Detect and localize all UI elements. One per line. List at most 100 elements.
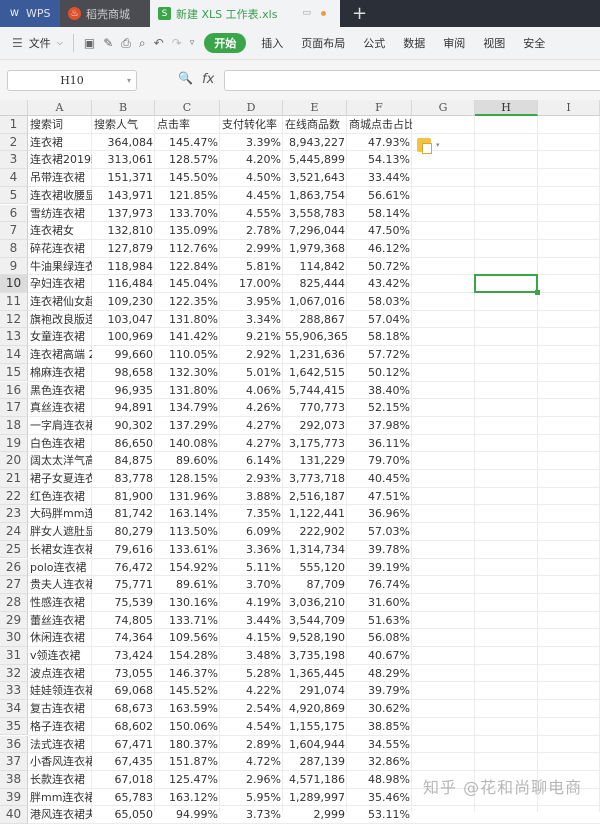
table-cell[interactable]: 141.42% (169, 330, 218, 344)
table-cell[interactable]: 36.96% (368, 507, 410, 521)
table-cell[interactable]: 84,875 (114, 454, 154, 468)
undo-icon[interactable]: ↶ (153, 36, 164, 50)
print-preview-icon[interactable]: ⌕ (138, 35, 146, 50)
row-header[interactable]: 22 (0, 487, 28, 506)
table-cell[interactable]: 68,602 (114, 719, 154, 733)
row-header[interactable]: 13 (0, 328, 28, 347)
table-cell[interactable]: 7.35% (246, 507, 281, 521)
row-header[interactable]: 10 (0, 275, 28, 293)
select-all-corner[interactable] (0, 100, 28, 116)
row-header[interactable]: 15 (0, 363, 28, 382)
table-cell[interactable]: 58.03% (368, 295, 410, 308)
table-cell[interactable]: 56.08% (368, 631, 410, 645)
table-cell[interactable]: 连衣裙2019新 (30, 153, 92, 167)
row-header[interactable]: 14 (0, 346, 28, 364)
row-header[interactable]: 6 (0, 204, 28, 223)
table-cell[interactable]: 1,365,445 (289, 666, 345, 680)
column-title-cell[interactable]: 商城点击占比 (349, 118, 412, 131)
chevron-down-icon[interactable]: ⌵ (56, 38, 63, 47)
table-cell[interactable]: 140.08% (169, 436, 218, 450)
table-cell[interactable]: 大码胖mm连 (30, 507, 92, 521)
table-cell[interactable]: 118,984 (107, 259, 154, 273)
table-cell[interactable]: 3,175,773 (289, 436, 345, 450)
menu-icon[interactable]: ☰ (12, 36, 23, 50)
table-cell[interactable]: 58.18% (368, 330, 410, 344)
table-cell[interactable]: 154.92% (169, 560, 218, 574)
table-cell[interactable]: 288,867 (299, 312, 346, 326)
table-cell[interactable]: 222,902 (299, 525, 346, 539)
table-cell[interactable]: 2.99% (246, 241, 281, 255)
table-cell[interactable]: 110.05% (169, 348, 218, 362)
row-header[interactable]: 3 (0, 151, 28, 170)
table-cell[interactable]: 3.95% (246, 295, 281, 308)
table-cell[interactable]: 65,783 (114, 790, 154, 804)
tab-formulas[interactable]: 公式 (363, 37, 386, 50)
row-header[interactable]: 5 (0, 186, 28, 205)
table-cell[interactable]: 121.85% (169, 188, 218, 202)
table-cell[interactable]: 1,289,997 (289, 790, 345, 804)
row-header[interactable]: 25 (0, 540, 28, 559)
table-cell[interactable]: 57.04% (368, 312, 410, 326)
table-cell[interactable]: 128.57% (169, 153, 218, 167)
table-cell[interactable]: 292,073 (299, 418, 346, 432)
table-cell[interactable]: 154.28% (169, 649, 218, 662)
row-header[interactable]: 34 (0, 700, 28, 718)
table-cell[interactable]: 130.16% (169, 595, 218, 609)
table-cell[interactable]: 40.67% (368, 649, 410, 662)
table-cell[interactable]: 长款连衣裙 (30, 772, 85, 786)
format-painter-icon[interactable]: ✎ (103, 36, 114, 50)
table-cell[interactable]: 79,616 (114, 542, 154, 556)
table-cell[interactable]: 3,036,210 (289, 595, 345, 609)
column-header-a[interactable]: A (28, 100, 92, 116)
table-cell[interactable]: 89.60% (176, 454, 218, 468)
table-cell[interactable]: 137.29% (169, 418, 218, 432)
table-cell[interactable]: 6.09% (246, 525, 281, 539)
tab-security[interactable]: 安全 (523, 37, 546, 50)
table-cell[interactable]: 145.47% (169, 135, 218, 149)
table-cell[interactable]: 孕妇连衣裙 (30, 277, 85, 291)
table-cell[interactable]: 4.50% (246, 171, 281, 185)
table-cell[interactable]: 146.37% (169, 666, 218, 680)
table-cell[interactable]: 48.98% (368, 772, 410, 786)
row-header[interactable]: 26 (0, 558, 28, 577)
table-cell[interactable]: 3.34% (246, 312, 281, 326)
table-cell[interactable]: 4.22% (246, 684, 281, 698)
table-cell[interactable]: 性感连衣裙 (30, 595, 85, 609)
column-title-cell[interactable]: 在线商品数 (285, 118, 340, 131)
row-header[interactable]: 40 (0, 806, 28, 824)
table-cell[interactable]: 连衣裙高端 2 (30, 348, 92, 362)
table-cell[interactable]: 7,296,044 (289, 224, 345, 238)
row-header[interactable]: 37 (0, 753, 28, 771)
row-header[interactable]: 32 (0, 664, 28, 683)
table-cell[interactable]: 4.72% (246, 755, 281, 769)
table-cell[interactable]: 83,778 (114, 472, 154, 485)
table-cell[interactable]: 75,539 (114, 595, 154, 609)
table-cell[interactable]: 131,229 (299, 454, 346, 468)
table-cell[interactable]: 8,943,227 (289, 135, 345, 149)
table-cell[interactable]: 43.42% (368, 277, 410, 291)
table-cell[interactable]: 波点连衣裙 (30, 666, 85, 680)
table-cell[interactable]: 128.15% (169, 472, 218, 485)
row-header[interactable]: 9 (0, 257, 28, 276)
name-box[interactable]: H10 ▾ (7, 70, 137, 91)
table-cell[interactable]: 86,650 (114, 436, 154, 450)
table-cell[interactable]: 137,973 (107, 206, 154, 220)
table-cell[interactable]: 180.37% (169, 737, 218, 751)
table-cell[interactable]: 291,074 (299, 684, 346, 698)
chevron-down-icon[interactable]: ▾ (436, 141, 440, 149)
table-cell[interactable]: 76.74% (368, 578, 410, 592)
table-cell[interactable]: 50.72% (368, 259, 410, 273)
table-cell[interactable]: 9,528,190 (289, 631, 345, 645)
table-cell[interactable]: 37.98% (368, 418, 410, 432)
table-cell[interactable]: 96,935 (114, 383, 154, 397)
table-cell[interactable]: 36.11% (368, 436, 410, 450)
table-cell[interactable]: 39.79% (368, 684, 410, 698)
table-cell[interactable]: 50.12% (368, 365, 410, 379)
table-cell[interactable]: 51.63% (368, 613, 410, 627)
table-cell[interactable]: 99,660 (114, 348, 154, 362)
table-cell[interactable]: 1,231,636 (289, 348, 345, 362)
table-cell[interactable]: 4,920,869 (289, 702, 345, 716)
table-cell[interactable]: 4.55% (246, 206, 281, 220)
table-cell[interactable]: 39.78% (368, 542, 410, 556)
zoom-icon[interactable]: 🔍 (178, 71, 193, 85)
